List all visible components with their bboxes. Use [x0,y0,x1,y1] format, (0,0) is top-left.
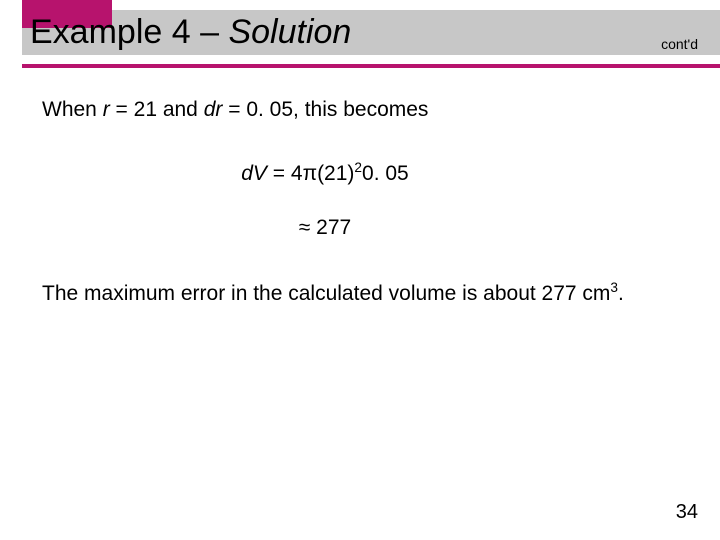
slide-title: Example 4 – Solution [30,13,351,52]
text: (21) [317,162,354,185]
var-dv: dV [241,162,267,185]
slide-body: When r = 21 and dr = 0. 05, this becomes… [42,98,678,308]
title-prefix: Example 4 – [30,13,228,51]
var-dr: dr [204,98,223,121]
text: When [42,98,103,121]
text: The maximum error in the calculated volu… [42,282,610,305]
conclusion-paragraph: The maximum error in the calculated volu… [42,280,678,308]
text: . [618,282,624,305]
value: 277 [310,216,351,239]
text: 0. 05 [362,162,409,185]
text: = 4 [267,162,303,185]
exponent: 2 [354,160,362,175]
intro-line: When r = 21 and dr = 0. 05, this becomes [42,98,678,122]
pi-symbol: π [303,162,318,185]
text: = 0. 05, this becomes [222,98,428,121]
var-r: r [103,98,110,121]
accent-underline [22,64,720,68]
approx-symbol: ≈ [299,216,311,239]
equation-dv: dV = 4π(21)20. 05 [0,162,678,186]
text: = 21 and [110,98,204,121]
equation-approx: ≈ 277 [0,216,678,240]
continued-label: cont'd [661,36,698,52]
exponent: 3 [610,280,618,295]
slide-header: Example 4 – Solution cont'd [0,0,720,78]
page-number: 34 [676,501,698,524]
title-solution: Solution [228,13,351,51]
